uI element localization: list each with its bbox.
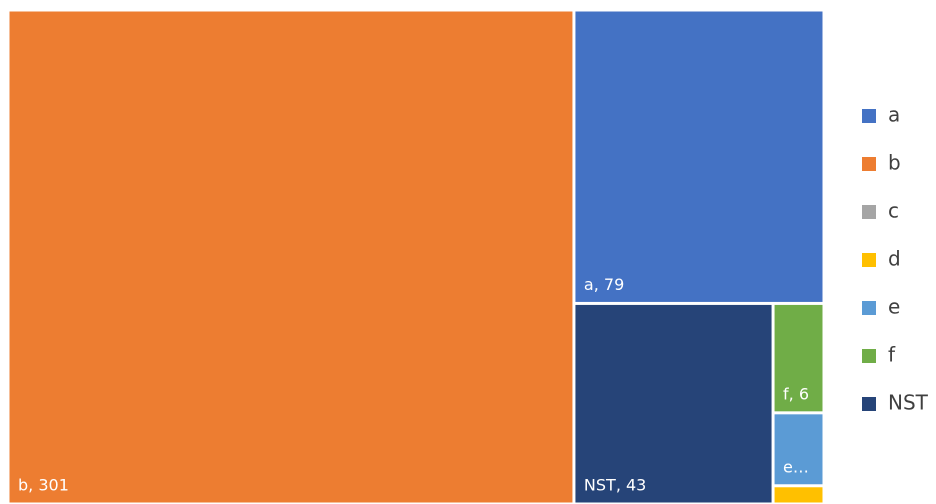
- tile-label: f, 6: [783, 384, 809, 403]
- legend-swatch: [862, 349, 876, 363]
- legend-swatch: [862, 205, 876, 219]
- legend-swatch: [862, 397, 876, 411]
- legend-label: a: [888, 103, 900, 127]
- legend-label: f: [888, 343, 896, 367]
- legend-label: b: [888, 151, 901, 175]
- tile: [774, 414, 823, 485]
- legend-swatch: [862, 109, 876, 123]
- legend-swatch: [862, 301, 876, 315]
- tile-label: a, 79: [584, 275, 624, 294]
- legend-label: e: [888, 295, 900, 319]
- tile: [575, 11, 823, 302]
- tile-label: NST, 43: [584, 476, 646, 495]
- tile: [9, 11, 573, 503]
- tile: [774, 304, 823, 412]
- tile: [774, 487, 823, 503]
- tile-label: e…: [783, 457, 809, 476]
- legend-swatch: [862, 157, 876, 171]
- legend-label: c: [888, 199, 899, 223]
- legend-label: NST: [888, 391, 929, 415]
- legend-swatch: [862, 253, 876, 267]
- legend-label: d: [888, 247, 901, 271]
- tile: [575, 304, 772, 503]
- tile-label: b, 301: [18, 476, 69, 495]
